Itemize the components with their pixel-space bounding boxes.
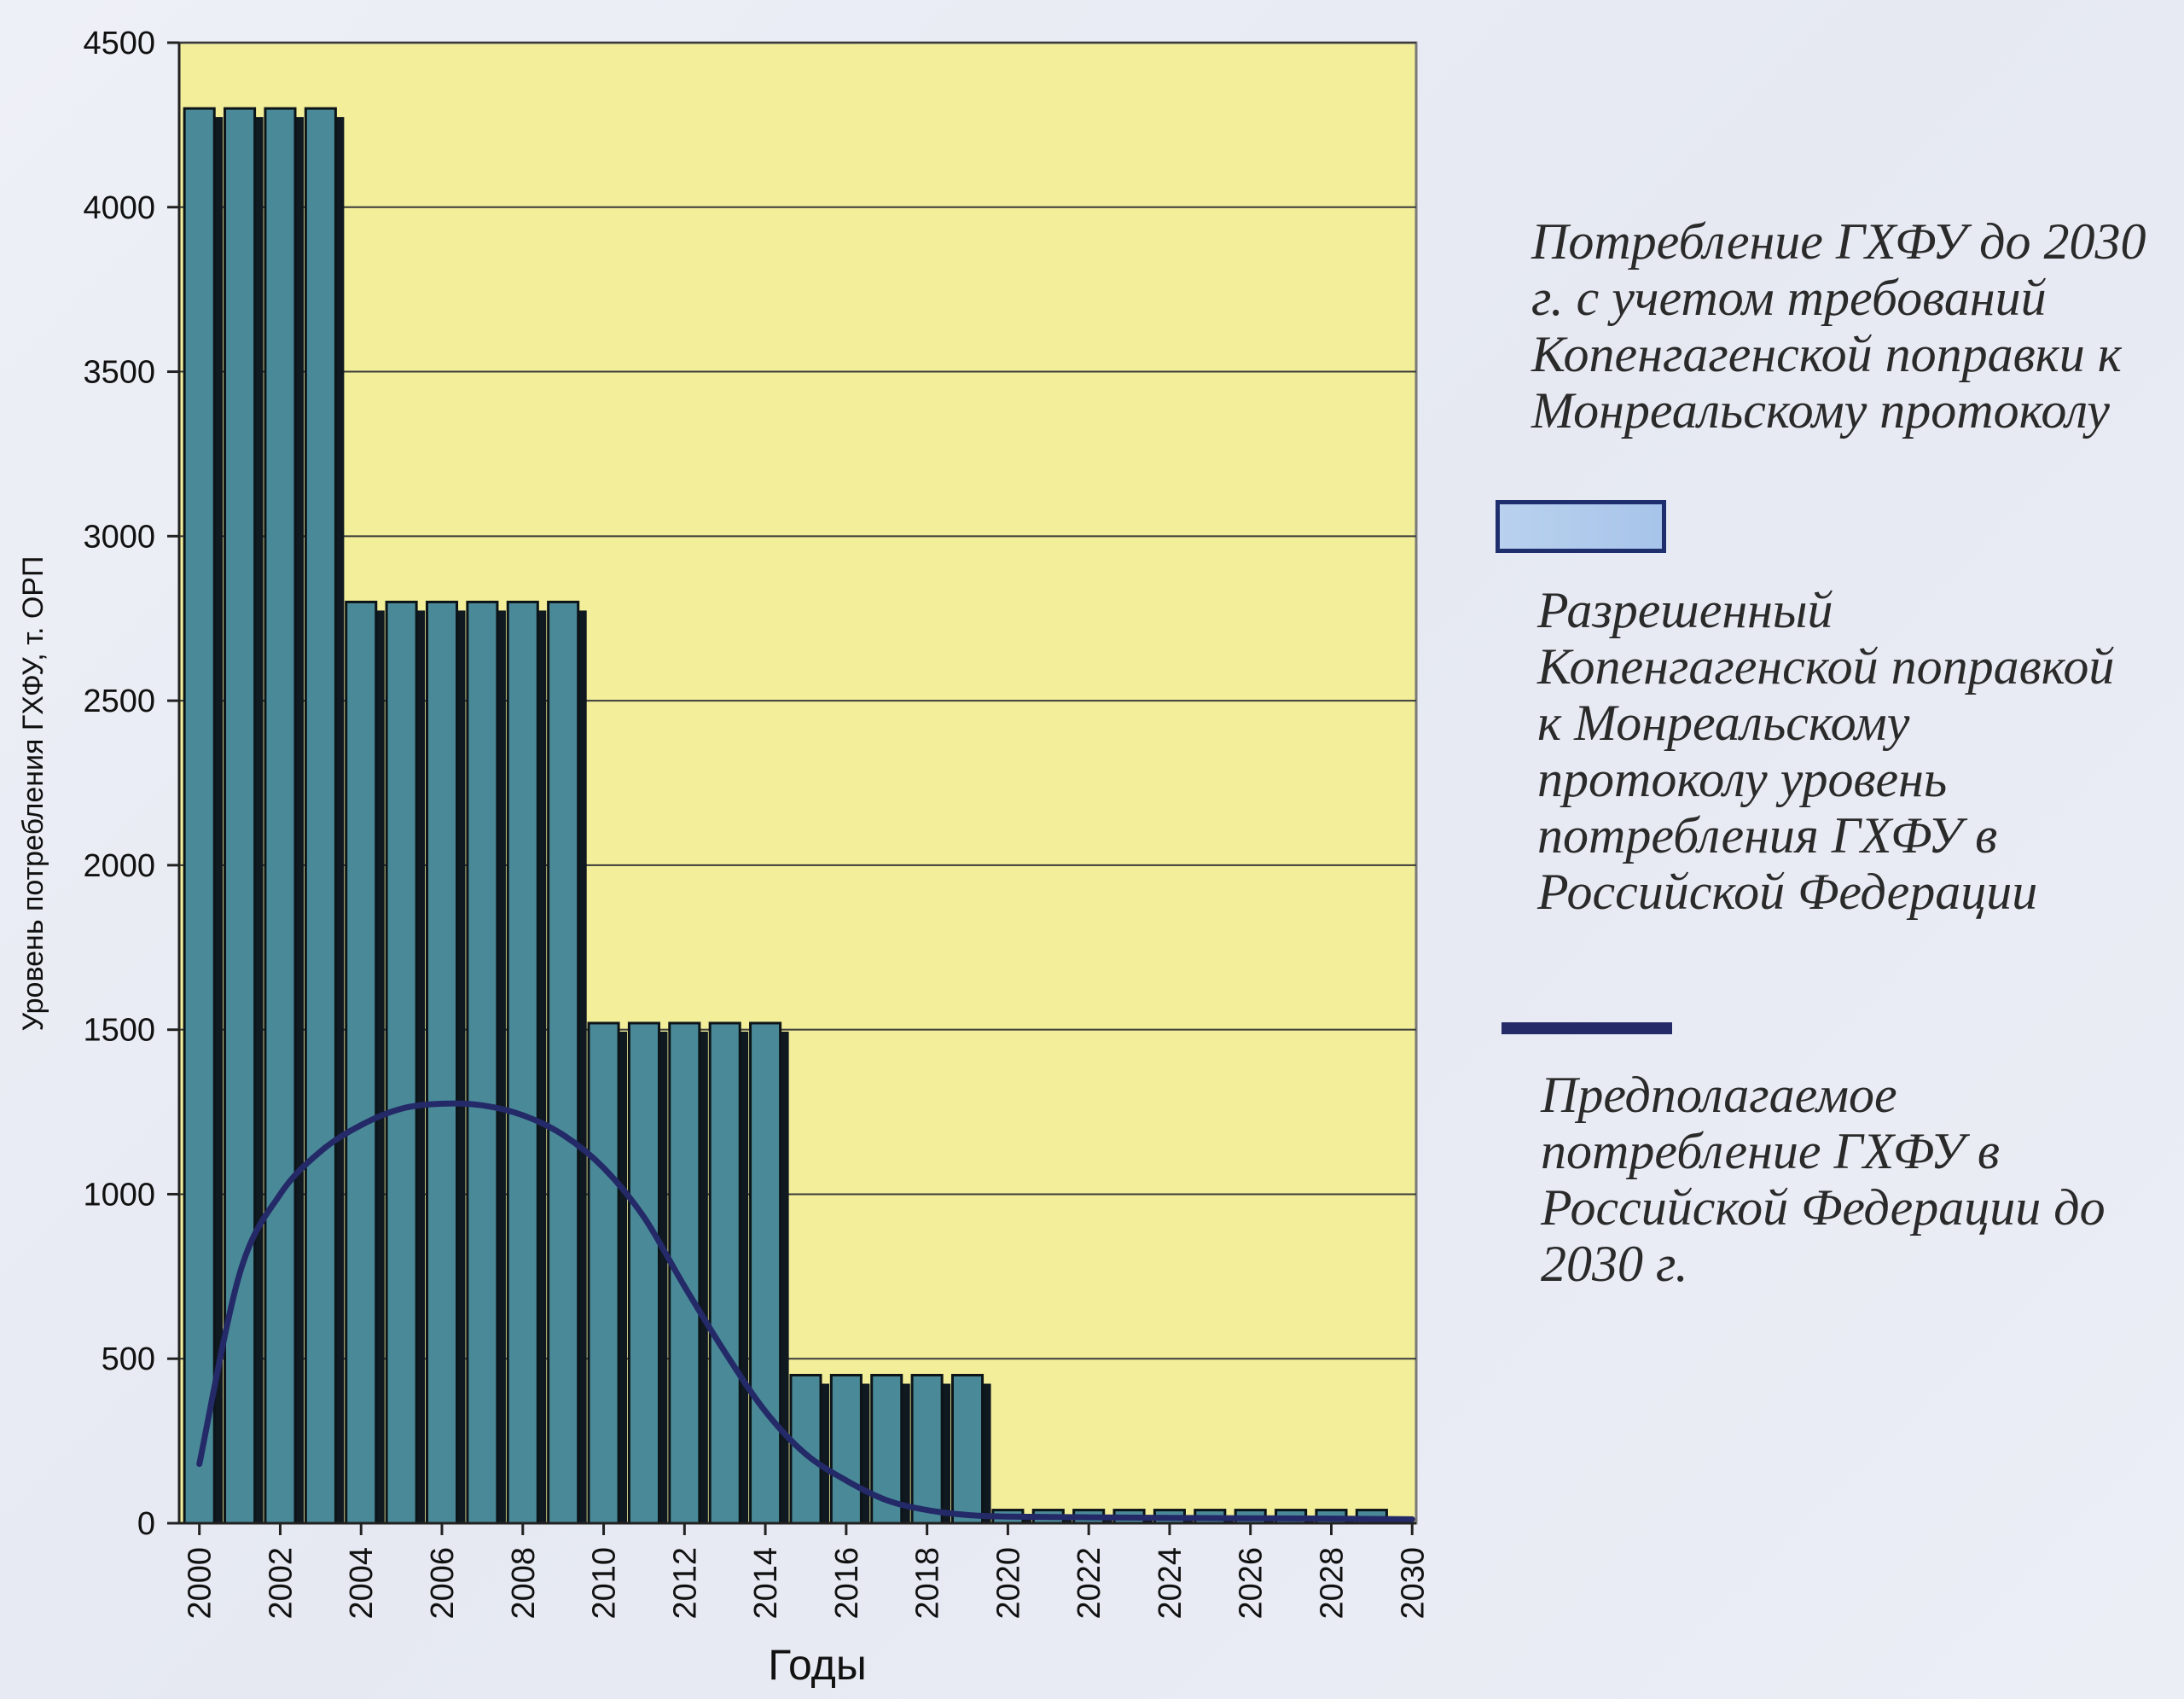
y-tick-label: 2000 xyxy=(83,848,155,884)
bar xyxy=(950,1374,985,1525)
bar xyxy=(466,600,499,1525)
bar xyxy=(587,1021,620,1525)
x-tick-label: 2016 xyxy=(829,1547,865,1620)
bar xyxy=(183,107,216,1525)
bar xyxy=(425,600,459,1525)
projection-line xyxy=(196,1100,1415,1522)
bar xyxy=(506,600,539,1525)
x-tick-label: 2014 xyxy=(748,1547,784,1620)
bar xyxy=(385,600,418,1525)
x-tick-label: 2004 xyxy=(344,1547,380,1620)
bar xyxy=(224,107,257,1525)
y-axis-title: Уровень потребления ГХФУ, т. ОРП xyxy=(17,556,49,1032)
y-tick-label: 2500 xyxy=(83,684,155,719)
axes xyxy=(177,43,1416,1525)
x-axis-title: Годы xyxy=(768,1641,867,1689)
y-tick-label: 3500 xyxy=(83,355,155,391)
bar xyxy=(547,600,580,1525)
bar xyxy=(708,1021,741,1525)
y-tick-label: 3000 xyxy=(83,519,155,555)
legend-bar-swatch xyxy=(1496,500,1666,553)
x-tick-label: 2000 xyxy=(183,1547,218,1620)
y-tick-label: 500 xyxy=(102,1341,155,1377)
x-tick-labels: 2000 2002 2004 2006 2008 2010 2012 2014 2016 2018… xyxy=(183,1523,1431,1620)
x-tick-label: 2030 xyxy=(1395,1547,1431,1620)
y-tick-label: 1500 xyxy=(83,1013,155,1049)
bar xyxy=(789,1374,822,1525)
x-tick-label: 2022 xyxy=(1072,1547,1107,1620)
bar xyxy=(749,1021,782,1525)
x-tick-label: 2002 xyxy=(264,1547,299,1620)
y-tick-label: 0 xyxy=(137,1506,155,1542)
y-tick-label: 1000 xyxy=(83,1177,155,1213)
x-tick-label: 2024 xyxy=(1153,1547,1188,1620)
y-tick-labels: 0 500 1000 1500 2000 2500 3000 3500 4000 4500 xyxy=(83,26,179,1542)
legend-bar-label: Разрешенный Копенгагенской поправкой к М… xyxy=(1537,582,2115,920)
bar xyxy=(829,1374,863,1525)
x-tick-label: 2026 xyxy=(1234,1547,1269,1620)
line-series xyxy=(196,1100,1415,1522)
y-tick-label: 4000 xyxy=(83,190,155,226)
y-tick-label: 4500 xyxy=(83,26,155,61)
x-tick-label: 2028 xyxy=(1315,1547,1350,1620)
bar xyxy=(627,1021,660,1525)
legend-title: Потребление ГХФУ до 2030 г. с учетом тре… xyxy=(1531,213,2146,439)
x-tick-label: 2006 xyxy=(425,1547,461,1620)
bar xyxy=(304,107,337,1525)
x-tick-label: 2012 xyxy=(667,1547,703,1620)
legend-line-swatch xyxy=(1502,1022,1672,1034)
bar xyxy=(345,600,378,1525)
bar xyxy=(910,1374,944,1525)
legend-line-label: Предполагаемое потребление ГХФУ в Россий… xyxy=(1541,1067,2106,1292)
x-tick-label: 2010 xyxy=(587,1547,623,1620)
x-tick-label: 2008 xyxy=(506,1547,542,1620)
bar xyxy=(264,107,297,1525)
x-tick-label: 2020 xyxy=(990,1547,1026,1620)
x-tick-label: 2018 xyxy=(910,1547,946,1620)
legend: Потребление ГХФУ до 2030 г. с учетом тре… xyxy=(1484,213,2150,1292)
